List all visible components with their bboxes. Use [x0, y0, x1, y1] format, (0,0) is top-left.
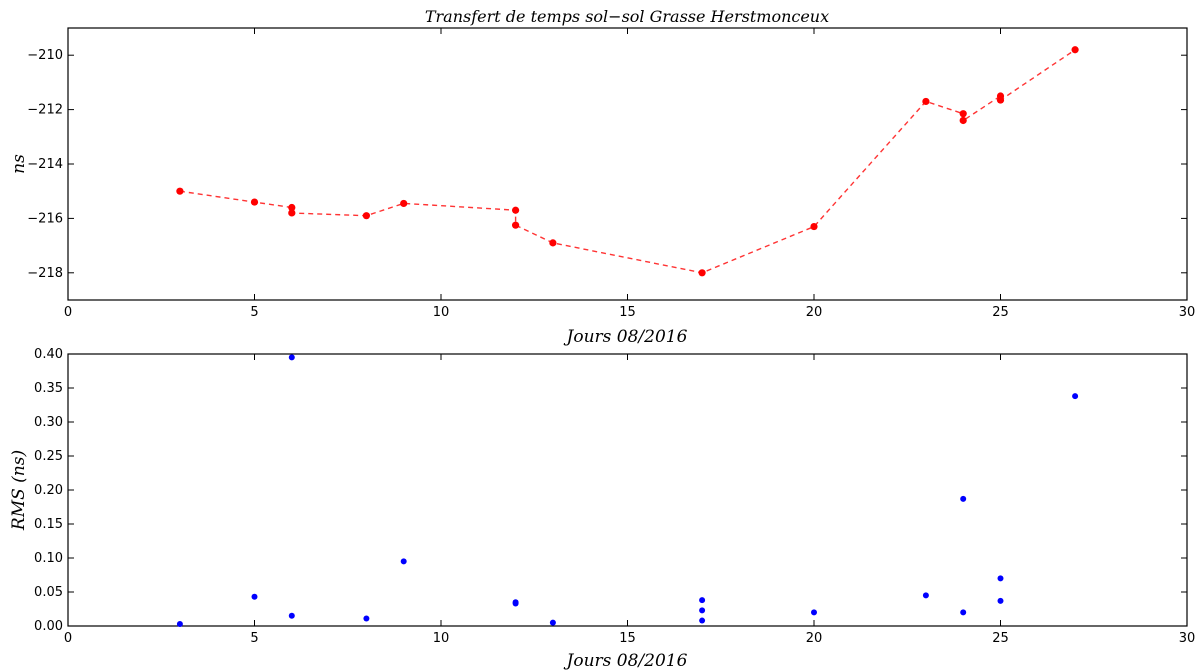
top-chart-data-point: [288, 203, 296, 212]
top-chart-data-point: [511, 221, 520, 229]
top-chart-x-tick-label: 15: [619, 305, 636, 320]
bottom-chart-panel: 0 5 10 15 20 25 30 0.00 0.05 0.10 0.15 0.20 0.25 0.30…: [9, 347, 1195, 671]
top-chart-data-point: [400, 199, 408, 208]
top-chart-data-point: [362, 212, 370, 220]
bottom-chart-x-axis-label: Jours 08/2016: [564, 651, 688, 671]
bottom-chart-x-tick-label: 15: [619, 631, 636, 646]
top-chart-data-point: [959, 116, 967, 125]
top-chart-y-axis-label: ns: [9, 154, 29, 174]
top-chart-x-tick-label: 0: [64, 305, 72, 320]
top-chart-data-point: [996, 96, 1005, 104]
bottom-chart-y-tick-label: 0.35: [34, 381, 63, 396]
top-chart-plot-frame: [67, 27, 1188, 301]
top-chart-data-point: [1071, 46, 1079, 54]
bottom-chart-scatter-point: [400, 558, 407, 565]
bottom-chart-scatter-point: [251, 593, 258, 600]
top-chart-data-point: [176, 187, 184, 195]
bottom-chart-y-tick-label: 0.05: [34, 585, 63, 600]
bottom-chart-y-tick-label: 0.00: [34, 619, 63, 634]
bottom-chart-x-tick-label: 5: [250, 631, 258, 646]
top-chart-data-point: [288, 209, 296, 217]
bottom-chart-scatter-point: [1072, 393, 1079, 400]
bottom-chart-scatter-point: [960, 495, 967, 502]
top-chart-ticks: 0 5 10 15 20 25 30 −210 −212 −214 −216 −218: [27, 28, 1195, 320]
chart-title: Transfert de temps sol−sol Grasse Herstm…: [425, 7, 829, 26]
bottom-chart-scatter-point: [549, 619, 556, 626]
top-chart-panel: Transfert de temps sol−sol Grasse Herstm…: [9, 7, 1195, 347]
top-chart-data-point: [511, 206, 520, 214]
top-chart-series-line: [179, 49, 1076, 274]
bottom-chart-scatter-point: [997, 597, 1004, 604]
top-chart-data-point: [698, 269, 706, 277]
bottom-chart-x-tick-label: 25: [992, 631, 1009, 646]
top-chart-y-tick-label: −210: [27, 48, 63, 63]
bottom-chart-x-tick-label: 30: [1179, 631, 1196, 646]
bottom-chart-scatter-point: [699, 617, 706, 624]
bottom-chart-scatter-point: [288, 354, 295, 361]
bottom-chart-marks: [176, 354, 1079, 627]
bottom-chart-plot-frame: [67, 353, 1188, 627]
bottom-chart-scatter-point: [922, 592, 929, 599]
top-chart-y-tick-label: −212: [27, 103, 63, 118]
top-chart-data-point: [922, 97, 930, 106]
bottom-chart-y-axis-label: RMS (ns): [9, 450, 29, 531]
bottom-chart-x-tick-label: 20: [806, 631, 823, 646]
bottom-chart-x-tick-label: 0: [64, 631, 72, 646]
top-chart-x-axis-label: Jours 08/2016: [564, 327, 688, 347]
bottom-chart-y-tick-label: 0.30: [34, 415, 63, 430]
top-chart-x-tick-label: 30: [1179, 305, 1196, 320]
top-chart-marks: [176, 46, 1079, 277]
bottom-chart-scatter-point: [997, 575, 1004, 582]
bottom-chart-scatter-point: [699, 607, 706, 614]
top-chart-data-point: [549, 239, 557, 247]
top-chart-x-tick-label: 25: [992, 305, 1009, 320]
top-chart-data-point: [250, 198, 259, 206]
bottom-chart-y-tick-label: 0.25: [34, 449, 63, 464]
bottom-chart-scatter-point: [960, 609, 967, 616]
bottom-chart-scatter-point: [176, 620, 183, 627]
top-chart-y-tick-label: −216: [27, 211, 63, 226]
bottom-chart-scatter-point: [363, 615, 370, 622]
bottom-chart-x-tick-label: 10: [433, 631, 450, 646]
bottom-chart-scatter-point: [811, 609, 817, 616]
top-chart-data-point: [959, 110, 967, 118]
top-chart-x-tick-label: 5: [250, 305, 258, 320]
top-chart-y-tick-label: −218: [27, 266, 63, 281]
bottom-chart-y-tick-label: 0.15: [34, 517, 63, 532]
top-chart-data-point: [810, 222, 818, 231]
top-chart-x-tick-label: 20: [806, 305, 823, 320]
bottom-chart-scatter-point: [699, 597, 706, 604]
top-chart-x-tick-label: 10: [433, 305, 450, 320]
bottom-chart-y-tick-label: 0.20: [34, 483, 63, 498]
bottom-chart-ticks: 0 5 10 15 20 25 30 0.00 0.05 0.10 0.15 0.20 0.25 0.30…: [34, 347, 1195, 646]
bottom-chart-y-tick-label: 0.10: [34, 551, 63, 566]
bottom-chart-y-tick-label: 0.40: [34, 347, 63, 362]
bottom-chart-scatter-point: [512, 599, 519, 606]
bottom-chart-scatter-point: [288, 612, 295, 619]
top-chart-y-tick-label: −214: [27, 157, 63, 172]
